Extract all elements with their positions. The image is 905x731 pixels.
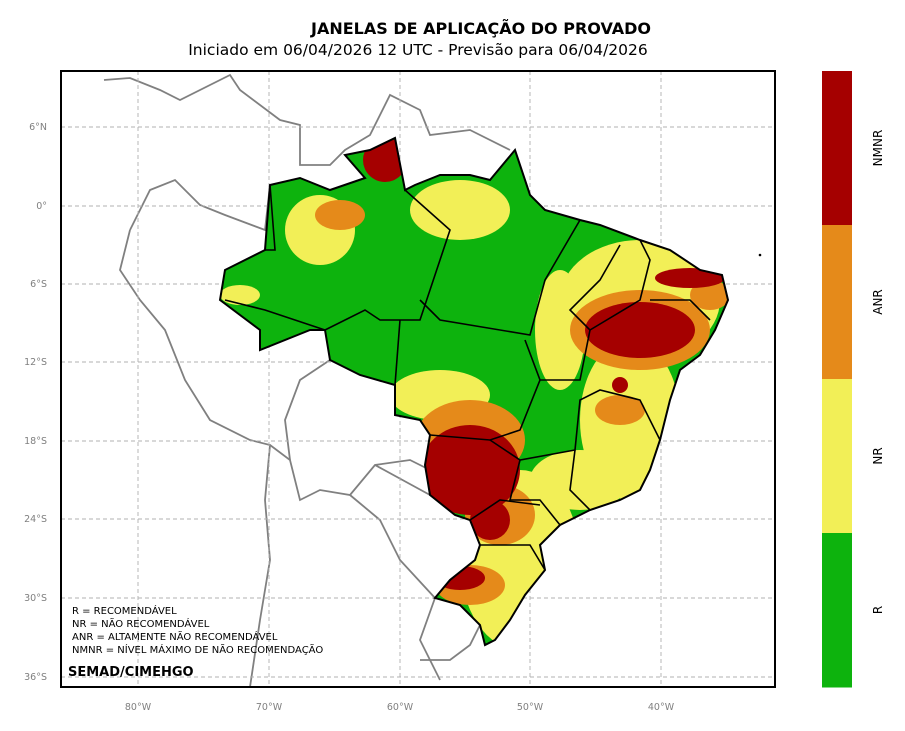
legend-line: ANR = ALTAMENTE NÃO RECOMENDÁVEL — [72, 630, 278, 643]
application-window-field — [220, 138, 728, 645]
lat-tick: 18°S — [24, 436, 47, 447]
map-subtitle: Iniciado em 06/04/2026 12 UTC - Previsão… — [188, 41, 648, 59]
lat-tick: 36°S — [24, 672, 47, 683]
country-borders — [103, 73, 511, 687]
colorbar-label: NMNR — [871, 130, 885, 167]
lat-tick: 24°S — [24, 514, 47, 525]
lat-tick: 30°S — [24, 593, 47, 604]
colorbar-segment-nr — [822, 379, 852, 534]
colorbar: NMNR ANR NR R — [822, 71, 885, 688]
lat-tick: 6°N — [29, 122, 47, 133]
colorbar-segment-r — [822, 533, 852, 688]
lon-tick: 40°W — [648, 702, 675, 713]
lon-tick: 80°W — [125, 702, 152, 713]
colorbar-label: ANR — [871, 289, 885, 315]
lon-tick: 60°W — [387, 702, 414, 713]
legend-line: NR = NÃO RECOMENDÁVEL — [72, 617, 210, 630]
state-borders — [224, 184, 711, 571]
lon-tick: 70°W — [256, 702, 283, 713]
lat-tick: 12°S — [24, 357, 47, 368]
lat-tick: 6°S — [30, 279, 47, 290]
credit-label: SEMAD/CIMEHGO — [68, 665, 194, 680]
map-area — [61, 71, 775, 687]
colorbar-label: NR — [871, 447, 885, 464]
lat-tick: 0° — [36, 201, 47, 212]
map-title: JANELAS DE APLICAÇÃO DO PROVADO — [310, 19, 652, 38]
island-dot — [758, 253, 762, 257]
legend-line: R = RECOMENDÁVEL — [72, 604, 177, 617]
colorbar-segment-anr — [822, 225, 852, 380]
colorbar-label: R — [871, 606, 885, 614]
legend-line: NMNR = NÍVEL MÁXIMO DE NÃO RECOMENDAÇÃO — [72, 643, 323, 656]
colorbar-segment-nmnr — [822, 71, 852, 226]
axes-frame — [60, 70, 776, 688]
lon-tick: 50°W — [517, 702, 544, 713]
